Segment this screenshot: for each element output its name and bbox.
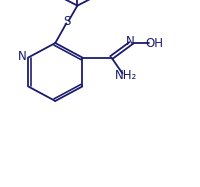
Text: N: N <box>125 36 134 48</box>
Text: NH₂: NH₂ <box>114 69 137 82</box>
Text: OH: OH <box>144 37 162 50</box>
Text: N: N <box>18 50 27 63</box>
Text: S: S <box>63 15 71 28</box>
